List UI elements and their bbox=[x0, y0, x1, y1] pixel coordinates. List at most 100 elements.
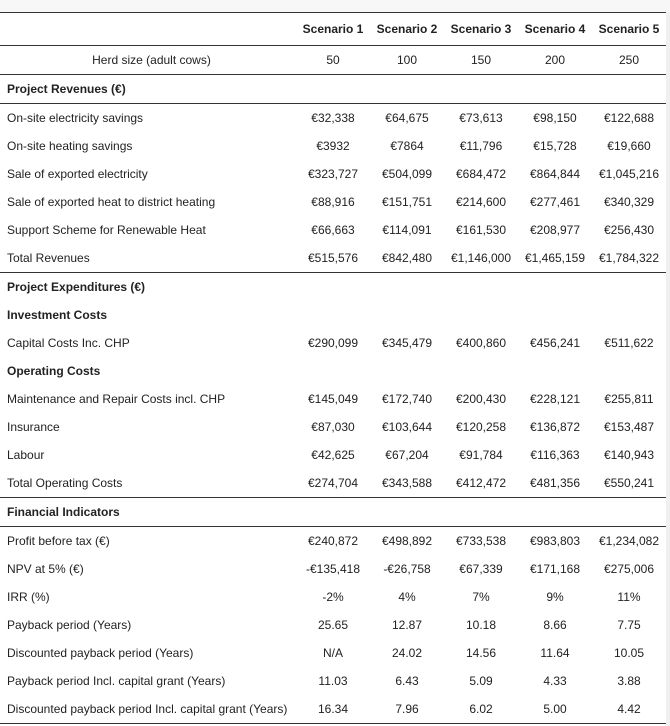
cell: 11.64 bbox=[540, 646, 570, 660]
cell: €116,363 bbox=[530, 448, 580, 462]
cell: 16.34 bbox=[296, 695, 370, 724]
table-row: Total Revenues €515,576 €842,480 €1,146,000… bbox=[0, 244, 666, 273]
cell: €255,811 bbox=[604, 392, 654, 406]
cell: 7% bbox=[472, 590, 490, 604]
section-title: Project Expenditures (€) bbox=[7, 280, 146, 294]
cell: €456,241 bbox=[529, 336, 581, 350]
cell: €214,600 bbox=[455, 195, 507, 209]
cell: €274,704 bbox=[296, 469, 370, 498]
section-title: Project Revenues (€) bbox=[0, 74, 666, 104]
column-header: Scenario 5 bbox=[592, 12, 666, 46]
table-row: Payback period Incl. capital grant (Year… bbox=[0, 667, 666, 695]
cell: €481,356 bbox=[518, 469, 592, 498]
row-label: Total Operating Costs bbox=[0, 469, 296, 498]
cell: €733,538 bbox=[455, 534, 507, 548]
cell: €140,943 bbox=[603, 448, 655, 462]
table-row: NPV at 5% (€) -€135,418 -€26,758 €67,339 €17… bbox=[0, 555, 666, 583]
cell: €864,844 bbox=[529, 167, 581, 181]
cell: 4.33 bbox=[543, 674, 567, 688]
row-label: Discounted payback period (Years) bbox=[7, 646, 194, 660]
cell: €91,784 bbox=[459, 448, 503, 462]
scrollbar[interactable] bbox=[666, 12, 670, 726]
table-row: Insurance €87,030 €103,644 €120,258 €136,872… bbox=[0, 413, 666, 441]
section-header: Project Expenditures (€) bbox=[0, 273, 666, 302]
cell: €136,872 bbox=[529, 420, 581, 434]
column-header: Scenario 2 bbox=[370, 12, 444, 46]
cell: €200,430 bbox=[455, 392, 507, 406]
cell: €103,644 bbox=[381, 420, 433, 434]
cell: €153,487 bbox=[603, 420, 655, 434]
table-row: Labour €42,625 €67,204 €91,784 €116,363 €140,… bbox=[0, 441, 666, 469]
cell: €151,751 bbox=[381, 195, 433, 209]
cell: 6.02 bbox=[444, 695, 518, 724]
cell: 7.96 bbox=[370, 695, 444, 724]
cell: €228,121 bbox=[529, 392, 581, 406]
row-label: Discounted payback period Incl. capital … bbox=[0, 695, 296, 724]
row-label: Maintenance and Repair Costs incl. CHP bbox=[7, 392, 226, 406]
herd-size-row: Herd size (adult cows) 50 100 150 200 250 bbox=[0, 45, 666, 75]
cell: €19,660 bbox=[607, 139, 651, 153]
cell: -€26,758 bbox=[383, 562, 431, 576]
cell: 4.42 bbox=[592, 695, 666, 724]
row-label: IRR (%) bbox=[7, 590, 50, 604]
cell: €7864 bbox=[390, 139, 424, 153]
cell: 9% bbox=[546, 590, 564, 604]
cell: €275,006 bbox=[603, 562, 655, 576]
cell: 8.66 bbox=[543, 618, 567, 632]
cell: €983,803 bbox=[529, 534, 581, 548]
cell: €73,613 bbox=[459, 111, 503, 125]
cell: €1,234,082 bbox=[598, 534, 660, 548]
section-title: Operating Costs bbox=[7, 364, 101, 378]
column-header: Scenario 4 bbox=[518, 12, 592, 46]
cell: 50 bbox=[296, 45, 370, 75]
table-row: Sale of exported electricity €323,727 €504… bbox=[0, 160, 666, 188]
cell: €323,727 bbox=[307, 167, 359, 181]
table-row: IRR (%) -2% 4% 7% 9% 11% bbox=[0, 583, 666, 611]
cell: €684,472 bbox=[455, 167, 507, 181]
table-row: Support Scheme for Renewable Heat €66,663… bbox=[0, 216, 666, 244]
cell: €511,622 bbox=[604, 336, 654, 350]
cell: 10.05 bbox=[613, 646, 645, 660]
table-row: Capital Costs Inc. CHP €290,099 €345,479 €4… bbox=[0, 329, 666, 357]
table-row: Sale of exported heat to district heatin… bbox=[0, 188, 666, 216]
cell: €145,049 bbox=[307, 392, 359, 406]
cell: €412,472 bbox=[444, 469, 518, 498]
table-row: Total Operating Costs €274,704 €343,588 €41… bbox=[0, 469, 666, 498]
cell: 3.88 bbox=[617, 674, 641, 688]
row-label: Payback period (Years) bbox=[7, 618, 132, 632]
section-title: Investment Costs bbox=[7, 308, 108, 322]
row-label: Support Scheme for Renewable Heat bbox=[7, 223, 206, 237]
cell: €98,150 bbox=[533, 111, 577, 125]
cell: €64,675 bbox=[385, 111, 429, 125]
row-label: Insurance bbox=[7, 420, 60, 434]
cell: €15,728 bbox=[533, 139, 577, 153]
cell: 4% bbox=[398, 590, 416, 604]
cell: €114,091 bbox=[382, 223, 432, 237]
row-label: Total Revenues bbox=[0, 244, 296, 273]
header-row: Scenario 1 Scenario 2 Scenario 3 Scenario 4… bbox=[0, 12, 666, 46]
row-label: On-site electricity savings bbox=[7, 111, 144, 125]
cell: €67,204 bbox=[385, 448, 429, 462]
cell: 150 bbox=[444, 45, 518, 75]
cell: €498,892 bbox=[381, 534, 433, 548]
top-strip bbox=[0, 0, 670, 12]
cell: €171,168 bbox=[529, 562, 581, 576]
table-row: Discounted payback period (Years) N/A 24.0… bbox=[0, 639, 666, 667]
cell: €172,740 bbox=[381, 392, 433, 406]
cell: €161,530 bbox=[455, 223, 507, 237]
column-header: Scenario 3 bbox=[444, 12, 518, 46]
cell: €67,339 bbox=[459, 562, 503, 576]
cell: €42,625 bbox=[311, 448, 355, 462]
cell: €550,241 bbox=[592, 469, 666, 498]
section-header: Project Revenues (€) bbox=[0, 74, 666, 104]
section-header: Financial Indicators bbox=[0, 497, 666, 527]
header-blank bbox=[0, 12, 296, 46]
cell: €842,480 bbox=[370, 244, 444, 273]
row-label: On-site heating savings bbox=[7, 139, 133, 153]
cell: 100 bbox=[370, 45, 444, 75]
section-title: Financial Indicators bbox=[0, 497, 666, 527]
table-row: On-site electricity savings €32,338 €64,67… bbox=[0, 104, 666, 133]
column-header: Scenario 1 bbox=[296, 12, 370, 46]
row-label: Sale of exported electricity bbox=[7, 167, 148, 181]
cell: €11,796 bbox=[459, 139, 503, 153]
